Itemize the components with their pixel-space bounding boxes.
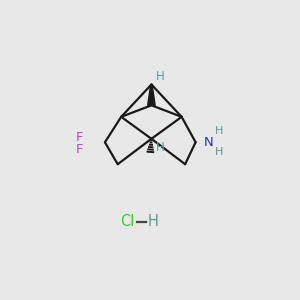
Text: H: H: [215, 127, 223, 136]
Text: F: F: [75, 143, 83, 156]
Polygon shape: [148, 85, 155, 105]
Text: H: H: [156, 141, 164, 154]
Text: H: H: [156, 70, 165, 83]
Text: H: H: [147, 214, 158, 230]
Text: H: H: [215, 147, 223, 157]
Text: Cl: Cl: [120, 214, 134, 230]
Text: F: F: [75, 131, 83, 144]
Text: N: N: [204, 136, 214, 149]
